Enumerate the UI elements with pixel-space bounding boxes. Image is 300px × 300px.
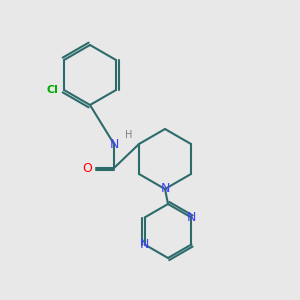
Text: O: O: [82, 161, 92, 175]
Text: N: N: [109, 137, 119, 151]
Text: N: N: [160, 182, 170, 196]
Text: H: H: [125, 130, 133, 140]
Text: Cl: Cl: [46, 85, 58, 95]
Text: N: N: [187, 211, 196, 224]
Text: N: N: [140, 238, 149, 251]
